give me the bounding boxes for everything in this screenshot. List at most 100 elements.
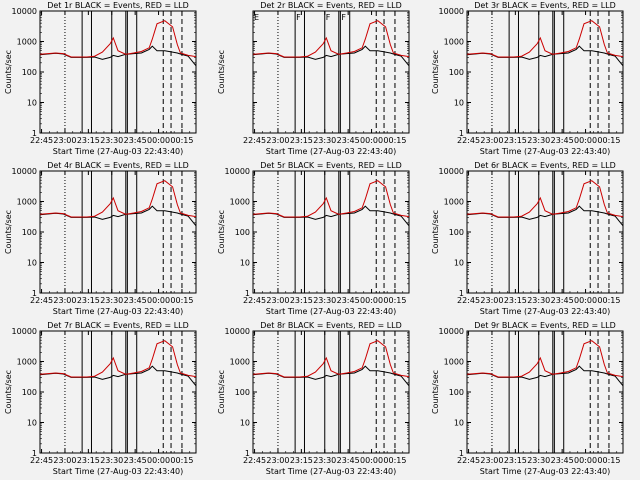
chart-panel-4: Det 4r BLACK = Events, RED = LLD 1 10 100 10… xyxy=(4,161,197,316)
y-tick-label: 10000 xyxy=(225,167,250,176)
chart-title: Det 5r BLACK = Events, RED = LLD xyxy=(260,161,402,170)
y-tick-label: 1000 xyxy=(17,198,37,207)
y-tick-label: 10 xyxy=(240,419,250,428)
x-tick-label: 23:15 xyxy=(290,456,313,465)
chart-title: Det 3r BLACK = Events, RED = LLD xyxy=(474,1,616,10)
x-axis-label: Start Time (27-Aug-03 22:43:40) xyxy=(266,467,397,476)
y-tick-label: 1000 xyxy=(17,38,37,47)
x-axis-label: Start Time (27-Aug-03 22:43:40) xyxy=(266,307,397,316)
x-axis-label: Start Time (27-Aug-03 22:43:40) xyxy=(480,147,611,156)
y-tick-label: 10 xyxy=(240,259,250,268)
chart-panel-9: Det 9r BLACK = Events, RED = LLD 1 10 100 10… xyxy=(431,321,624,476)
x-tick-label: 00:15 xyxy=(170,296,193,305)
x-tick-label: 23:15 xyxy=(290,296,313,305)
series-events-line xyxy=(466,45,624,67)
plot-frame xyxy=(252,330,410,454)
x-tick-label: 23:30 xyxy=(313,136,336,145)
flag-label: F xyxy=(296,13,301,22)
x-tick-label: 00:00 xyxy=(147,296,170,305)
y-tick-label: 100 xyxy=(449,228,464,237)
x-tick-label: 23:30 xyxy=(527,136,550,145)
x-tick-label: 23:45 xyxy=(337,456,360,465)
y-tick-label: 100 xyxy=(235,228,250,237)
y-axis-label: Counts/sec xyxy=(431,210,440,254)
chart-title: Det 8r BLACK = Events, RED = LLD xyxy=(260,321,402,330)
x-axis-label: Start Time (27-Aug-03 22:43:40) xyxy=(53,307,184,316)
series-lld-line xyxy=(252,180,410,218)
x-tick-label: 00:15 xyxy=(383,136,406,145)
x-tick-label: 23:45 xyxy=(337,296,360,305)
y-tick-label: 1 xyxy=(459,449,464,458)
x-tick-label: 23:00 xyxy=(53,296,76,305)
x-tick-label: 00:00 xyxy=(574,296,597,305)
x-tick-label: 00:00 xyxy=(360,456,383,465)
flag-label: F xyxy=(326,13,331,22)
x-tick-label: 22:45 xyxy=(457,136,480,145)
y-tick-label: 10000 xyxy=(12,167,37,176)
y-tick-label: 1 xyxy=(245,289,250,298)
y-axis-label: Counts/sec xyxy=(4,370,13,414)
x-tick-label: 00:00 xyxy=(360,136,383,145)
chart-panel-6: Det 6r BLACK = Events, RED = LLD 1 10 100 10… xyxy=(431,161,624,316)
x-tick-label: 22:45 xyxy=(243,296,266,305)
chart-panel-7: Det 7r BLACK = Events, RED = LLD 1 10 100 10… xyxy=(4,321,197,476)
plot-frame xyxy=(39,330,197,454)
plot-frame xyxy=(466,330,624,454)
chart-title: Det 7r BLACK = Events, RED = LLD xyxy=(47,321,189,330)
series-lld-line xyxy=(466,20,624,58)
series-events-line xyxy=(466,365,624,387)
x-tick-label: 22:45 xyxy=(30,296,53,305)
series-lld-line xyxy=(39,180,197,218)
y-tick-label: 1 xyxy=(32,449,37,458)
y-axis-label: Counts/sec xyxy=(217,370,226,414)
x-tick-label: 00:15 xyxy=(383,296,406,305)
y-tick-label: 1 xyxy=(459,289,464,298)
chart-panel-5: Det 5r BLACK = Events, RED = LLD 1 10 100 10… xyxy=(217,161,410,316)
y-tick-label: 10 xyxy=(27,259,37,268)
x-tick-label: 00:15 xyxy=(170,456,193,465)
x-tick-label: 00:15 xyxy=(170,136,193,145)
chart-panel-2: Det 2r BLACK = Events, RED = LLD Counts/s… xyxy=(217,1,410,156)
chart-panel-3: Det 3r BLACK = Events, RED = LLD 1 10 100 10… xyxy=(431,1,624,156)
y-tick-label: 10 xyxy=(454,259,464,268)
y-tick-label: 10000 xyxy=(439,327,464,336)
x-tick-label: 23:45 xyxy=(124,136,147,145)
series-events-line xyxy=(39,205,197,227)
x-tick-label: 23:00 xyxy=(266,456,289,465)
series-events-line xyxy=(252,365,410,387)
x-tick-label: 00:00 xyxy=(574,136,597,145)
x-tick-label: 00:15 xyxy=(597,456,620,465)
y-tick-label: 1 xyxy=(459,129,464,138)
y-tick-label: 100 xyxy=(235,388,250,397)
series-lld-line xyxy=(252,20,410,58)
x-tick-label: 00:00 xyxy=(147,456,170,465)
x-tick-label: 23:45 xyxy=(337,136,360,145)
y-tick-label: 1 xyxy=(32,129,37,138)
x-tick-label: 22:45 xyxy=(30,456,53,465)
x-tick-label: 23:45 xyxy=(124,296,147,305)
plot-frame xyxy=(252,170,410,294)
y-tick-label: 100 xyxy=(22,68,37,77)
x-axis-label: Start Time (27-Aug-03 22:43:40) xyxy=(266,147,397,156)
x-tick-label: 23:30 xyxy=(100,456,123,465)
x-tick-label: 22:45 xyxy=(30,136,53,145)
plot-frame xyxy=(39,170,197,294)
x-tick-label: 23:00 xyxy=(480,136,503,145)
y-tick-label: 10000 xyxy=(12,327,37,336)
y-tick-label: 1 xyxy=(32,289,37,298)
x-tick-label: 23:15 xyxy=(77,136,100,145)
x-tick-label: 23:00 xyxy=(266,296,289,305)
series-lld-line xyxy=(466,180,624,218)
chart-title: Det 6r BLACK = Events, RED = LLD xyxy=(474,161,616,170)
x-tick-label: 00:15 xyxy=(597,296,620,305)
y-tick-label: 10000 xyxy=(439,167,464,176)
y-tick-label: 10 xyxy=(27,99,37,108)
x-tick-label: 00:00 xyxy=(360,296,383,305)
x-tick-label: 23:15 xyxy=(290,136,313,145)
series-events-line xyxy=(252,45,410,67)
x-tick-label: 23:00 xyxy=(53,456,76,465)
x-tick-label: 23:45 xyxy=(551,136,574,145)
plot-frame xyxy=(466,10,624,134)
y-tick-label: 100 xyxy=(22,228,37,237)
x-tick-label: 23:30 xyxy=(527,296,550,305)
